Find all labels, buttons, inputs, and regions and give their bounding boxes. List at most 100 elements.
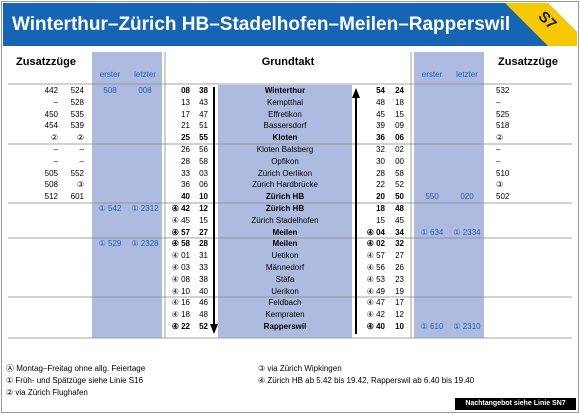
departure-minute: ④ 01	[171, 251, 190, 261]
station: Bassersdorf	[263, 121, 307, 131]
last-train: ① 2334	[453, 227, 481, 237]
departure-minute: 27	[395, 251, 404, 261]
departure-minute: ④ 16	[171, 298, 190, 308]
first-train: ① 542	[98, 204, 122, 213]
departure-minute: 38	[199, 86, 208, 95]
station: Rapperswil	[263, 322, 307, 331]
extra-train: 508	[44, 180, 58, 190]
column-header: letzter	[456, 70, 478, 79]
extra-train: 528	[70, 97, 84, 107]
departure-minute: ④ 42	[366, 310, 385, 320]
departure-minute: 19	[395, 286, 404, 296]
title: Winterthur–Zürich HB–Stadelhofen–Meilen–…	[12, 14, 511, 35]
footnote: ② via Zürich Flughafen	[6, 388, 88, 397]
departure-minute: 15	[199, 215, 208, 225]
extra-train: ③	[496, 180, 504, 190]
departure-minute: ④ 45	[171, 215, 190, 225]
departure-minute: 30	[376, 156, 385, 166]
extra-train: 454	[44, 121, 58, 131]
departure-minute: 22	[376, 180, 385, 190]
column-header: Grundtakt	[261, 56, 315, 68]
departure-minute: ④ 58	[171, 239, 190, 249]
departure-minute: ④ 47	[366, 298, 385, 308]
departure-minute: 51	[199, 121, 208, 131]
right-first-last-band	[414, 52, 484, 338]
station-band	[218, 85, 352, 338]
first-train: ① 529	[98, 239, 122, 249]
departure-minute: ④ 03	[171, 263, 190, 272]
departure-minute: 34	[395, 227, 404, 237]
extra-train: –	[496, 145, 501, 154]
departure-minute: 17	[395, 298, 404, 308]
station: Uerikon	[271, 286, 299, 296]
last-train: ① 2310	[453, 322, 481, 331]
line-badge	[505, 3, 577, 46]
first-train: ① 610	[420, 322, 444, 331]
departure-minute: ④ 49	[366, 286, 385, 296]
departure-minute: 23	[395, 274, 404, 284]
extra-train: –	[496, 97, 501, 107]
departure-minute: ④ 18	[171, 310, 190, 320]
departure-minute: 33	[199, 263, 208, 272]
extra-train: –	[53, 145, 58, 154]
first-train: 508	[103, 86, 117, 95]
extra-train: 552	[70, 168, 84, 178]
last-train: 020	[460, 192, 474, 202]
departure-minute: ④ 08	[171, 274, 190, 284]
column-header: letzter	[134, 70, 156, 79]
extra-train: 510	[496, 168, 510, 178]
departure-minute: ④ 57	[171, 227, 190, 237]
departure-minute: 40	[181, 192, 190, 202]
station: Winterthur	[264, 86, 306, 95]
station: Kemptthal	[266, 97, 304, 107]
station: Männedorf	[265, 263, 305, 272]
departure-minute: 52	[395, 180, 404, 190]
departure-minute: 55	[199, 133, 208, 143]
departure-minute: 02	[395, 145, 404, 154]
extra-train: 535	[70, 109, 84, 119]
first-train: 550	[425, 192, 439, 202]
departure-minute: 48	[395, 204, 404, 213]
direction-arrows	[210, 87, 360, 334]
extra-train: ②	[76, 133, 84, 143]
station: Zürich HB	[265, 192, 305, 202]
departure-minute: 10	[395, 322, 404, 331]
extra-train: 450	[44, 109, 58, 119]
extra-train: 524	[70, 86, 84, 95]
departure-minute: ④ 40	[366, 322, 385, 331]
departure-minute: 50	[395, 192, 404, 202]
column-header: Zusatzzüge	[498, 56, 558, 68]
departure-minute: 32	[395, 239, 404, 249]
departure-minute: 36	[181, 180, 190, 190]
column-header: Zusatzzüge	[16, 56, 76, 68]
departure-minute: 12	[199, 204, 208, 213]
departure-minute: ④ 10	[171, 286, 190, 296]
extra-train: 442	[44, 86, 58, 95]
departure-minute: 31	[199, 251, 208, 261]
departure-minute: 39	[376, 121, 385, 131]
departure-minute: 32	[376, 145, 385, 154]
last-train: ① 2328	[131, 239, 159, 249]
departure-minute: ④ 42	[171, 204, 190, 213]
departure-minute: 56	[199, 145, 208, 154]
extra-train: –	[79, 145, 84, 154]
departure-minute: 08	[181, 86, 190, 95]
extra-train: –	[53, 97, 58, 107]
departure-minute: 52	[199, 322, 208, 331]
station: Kloten Balsberg	[256, 145, 314, 154]
departure-minute: 20	[376, 192, 385, 202]
footnote: ④ Zürich HB ab 5.42 bis 19.42, Rapperswi…	[258, 376, 475, 385]
departure-minute: 25	[181, 133, 190, 143]
departure-minute: 18	[395, 97, 404, 107]
departure-minute: 48	[199, 310, 208, 320]
station: Zürich Oerlikon	[257, 168, 313, 178]
extra-train: ③	[76, 180, 84, 190]
extra-train: 525	[496, 109, 510, 119]
departure-minute: 33	[181, 168, 190, 178]
departure-minute: 21	[181, 121, 190, 131]
departure-minute: ④ 53	[366, 274, 385, 284]
departure-minute: 54	[376, 86, 385, 95]
extra-train: –	[79, 156, 84, 166]
station: Kempraten	[265, 310, 305, 320]
